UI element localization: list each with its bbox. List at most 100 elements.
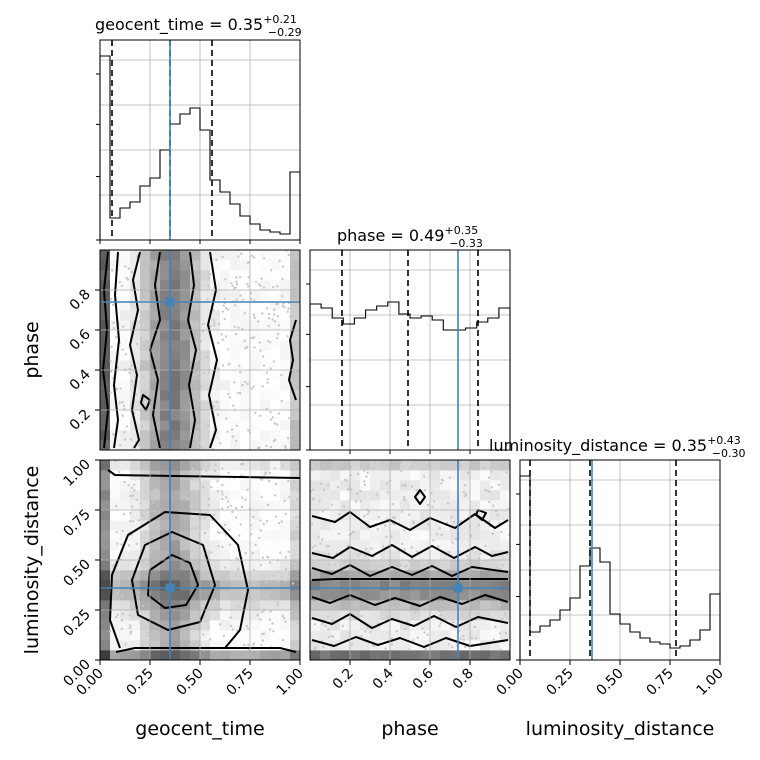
density-cell	[220, 540, 231, 551]
density-cell	[190, 330, 201, 341]
density-cell	[140, 580, 151, 591]
density-cell	[150, 480, 161, 491]
scatter-point	[337, 532, 341, 536]
density-cell	[120, 430, 131, 441]
density-cell	[140, 570, 151, 581]
scatter-point	[246, 382, 249, 386]
scatter-point	[281, 615, 284, 618]
density-cell	[450, 610, 461, 621]
density-cell	[350, 630, 361, 641]
scatter-point	[215, 258, 218, 261]
density-cell	[290, 580, 300, 591]
scatter-point	[121, 414, 125, 417]
density-cell	[210, 330, 221, 341]
scatter-point	[119, 444, 122, 447]
scatter-point	[209, 324, 212, 328]
density-cell	[230, 480, 241, 491]
density-cell	[220, 470, 231, 481]
density-cell	[280, 360, 291, 371]
scatter-point	[291, 582, 295, 585]
density-cell	[280, 640, 291, 651]
scatter-point	[319, 482, 323, 486]
density-cell	[430, 520, 441, 531]
scatter-point	[123, 438, 127, 441]
density-cell	[400, 500, 411, 511]
density-cell	[200, 650, 211, 660]
density-cell	[160, 370, 171, 381]
density-cell	[220, 290, 231, 301]
density-cell	[370, 650, 381, 660]
scatter-point	[215, 400, 218, 403]
scatter-point	[108, 630, 112, 633]
density-cell	[170, 410, 181, 421]
density-cell	[160, 580, 171, 591]
density-cell	[220, 280, 231, 291]
scatter-point	[381, 565, 384, 568]
scatter-point	[115, 504, 118, 508]
density-cell	[260, 320, 271, 331]
scatter-point	[313, 648, 316, 651]
title-luminosity-distance: luminosity_distance = 0.35+0.43 −0.30	[489, 434, 746, 460]
density-cell	[350, 530, 361, 541]
density-cell	[320, 510, 331, 521]
scatter-point	[327, 552, 330, 556]
density-cell	[240, 530, 251, 541]
scatter-point	[265, 444, 268, 448]
density-cell	[110, 610, 121, 621]
density-cell	[160, 340, 171, 351]
scatter-point	[336, 486, 340, 489]
density-cell	[160, 260, 171, 271]
scatter-point	[501, 564, 504, 567]
scatter-point	[310, 468, 314, 472]
density-cell	[290, 380, 300, 391]
scatter-point	[268, 618, 272, 621]
scatter-point	[400, 510, 403, 513]
density-cell	[250, 620, 261, 631]
density-cell	[210, 250, 221, 261]
density-cell	[220, 570, 231, 581]
density-cell	[200, 630, 211, 641]
scatter-point	[190, 643, 193, 646]
scatter-point	[151, 535, 155, 538]
density-cell	[230, 340, 241, 351]
scatter-point	[276, 601, 279, 604]
density-cell	[220, 500, 231, 511]
density-cell	[220, 340, 231, 351]
density-cell	[500, 500, 510, 511]
density-cell	[220, 430, 231, 441]
scatter-point	[424, 647, 427, 651]
scatter-point	[111, 303, 115, 306]
density-cell	[110, 530, 121, 541]
density-cell	[250, 640, 261, 651]
scatter-point	[247, 643, 250, 646]
contour-line	[414, 489, 426, 505]
density-cell	[190, 550, 201, 561]
density-cell	[450, 600, 461, 611]
scatter-point	[390, 637, 393, 640]
density-cell	[330, 630, 341, 641]
density-cell	[200, 310, 211, 321]
density-cell	[220, 310, 231, 321]
scatter-point	[293, 366, 297, 369]
scatter-point	[466, 554, 469, 557]
scatter-point	[206, 298, 209, 301]
density-cell	[200, 600, 211, 611]
density-cell	[160, 310, 171, 321]
density-cell	[230, 580, 241, 591]
y-tick-label: 0.25	[60, 607, 93, 640]
density-cell	[400, 600, 411, 611]
density-cell	[380, 650, 391, 660]
density-cell	[320, 570, 331, 581]
scatter-point	[109, 360, 112, 363]
density-cell	[420, 490, 431, 501]
scatter-point	[242, 298, 245, 302]
density-cell	[180, 560, 191, 571]
density-cell	[170, 520, 181, 531]
scatter-point	[276, 423, 279, 426]
density-cell	[200, 320, 211, 331]
density-cell	[390, 610, 401, 621]
scatter-point	[121, 612, 125, 616]
density-cell	[140, 350, 151, 361]
density-cell	[470, 630, 481, 641]
